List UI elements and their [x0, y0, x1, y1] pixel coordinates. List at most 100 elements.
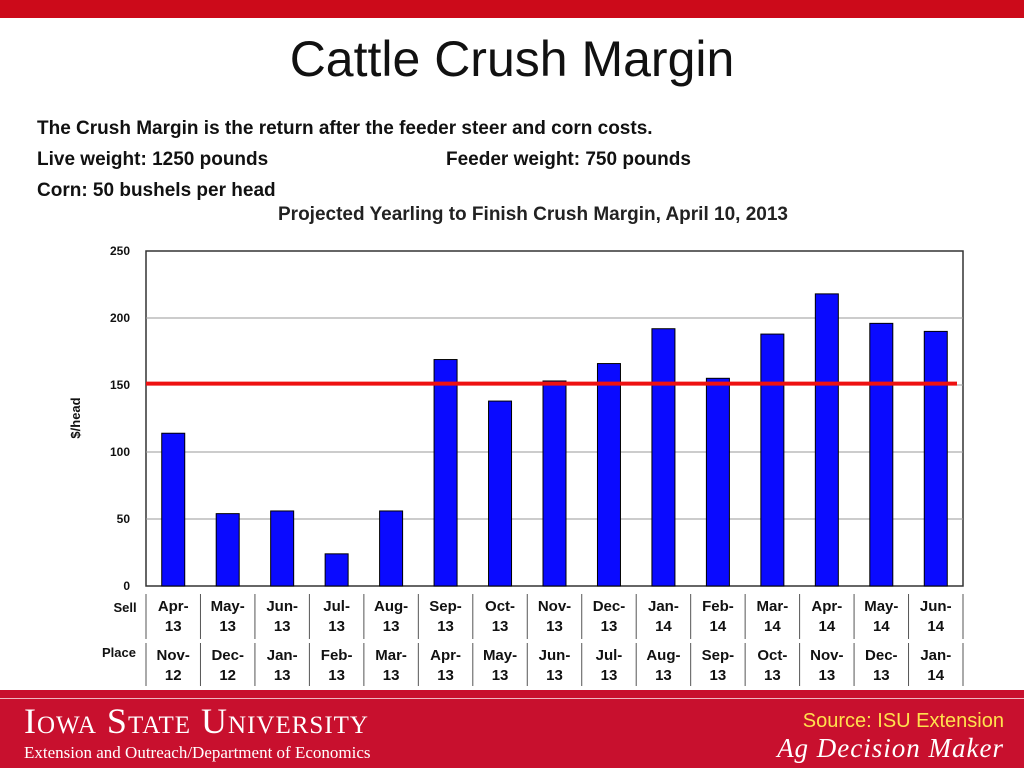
- category-label: Nov-: [810, 647, 843, 664]
- description-corn: Corn: 50 bushels per head: [37, 180, 276, 201]
- category-label: Jun-: [539, 647, 571, 664]
- category-label: Dec-: [865, 647, 898, 664]
- y-tick-label: 150: [110, 378, 130, 392]
- category-label: 13: [873, 667, 890, 684]
- y-tick-labels: 0 50 100 150 200 250: [110, 244, 130, 593]
- bar: [923, 330, 948, 587]
- category-label: 13: [601, 618, 618, 635]
- category-label: May-: [483, 647, 517, 664]
- category-label: 14: [927, 618, 944, 635]
- category-label: 14: [655, 618, 672, 635]
- category-label: Dec-: [593, 598, 626, 615]
- category-label: Feb-: [702, 598, 734, 615]
- department-name: Extension and Outreach/Department of Eco…: [24, 743, 371, 762]
- category-label: Oct-: [757, 647, 787, 664]
- y-tick-label: 100: [110, 445, 130, 459]
- category-label: Aug-: [646, 647, 680, 664]
- bar: [705, 377, 730, 587]
- category-label: 13: [383, 618, 400, 635]
- category-label: Sep-: [429, 598, 462, 615]
- category-label: 13: [328, 667, 345, 684]
- bar: [324, 553, 349, 587]
- y-tick-label: 50: [117, 512, 131, 526]
- bar: [488, 400, 513, 587]
- category-label: Mar-: [757, 598, 789, 615]
- category-label: 13: [219, 618, 236, 635]
- bar: [215, 513, 240, 587]
- category-label: Apr-: [811, 598, 842, 615]
- source-credit: Source: ISU Extension: [802, 710, 1004, 732]
- category-label: 13: [383, 667, 400, 684]
- category-label: 13: [437, 618, 454, 635]
- category-label: Dec-: [211, 647, 244, 664]
- category-label: 13: [165, 618, 182, 635]
- category-label: Jan-: [267, 647, 298, 664]
- bar: [161, 432, 186, 587]
- description-return: The Crush Margin is the return after the…: [37, 118, 653, 139]
- bar: [814, 293, 839, 587]
- y-tick-label: 200: [110, 311, 130, 325]
- category-label: 14: [818, 618, 835, 635]
- category-label: 13: [328, 618, 345, 635]
- category-label: 13: [546, 618, 563, 635]
- category-label: 13: [274, 667, 291, 684]
- category-label: 13: [601, 667, 618, 684]
- category-label: May-: [211, 598, 245, 615]
- category-label: 13: [710, 667, 727, 684]
- description-feeder-weight: Feeder weight: 750 pounds: [446, 149, 691, 170]
- category-label: 13: [764, 667, 781, 684]
- category-label: Jan-: [920, 647, 951, 664]
- bar: [270, 510, 295, 587]
- category-label: Feb-: [321, 647, 353, 664]
- top-accent-bar: [0, 0, 1024, 18]
- bar: [869, 322, 894, 587]
- category-table: Apr- 13 May- 13 Jun- 13 Jul- 13 Aug- 13 Sep- 13 Oct-…: [145, 594, 964, 686]
- y-axis-label: $/head: [68, 397, 83, 438]
- category-label: 14: [710, 618, 727, 635]
- category-label: Apr-: [430, 647, 461, 664]
- footer-divider: [0, 698, 1024, 699]
- bar: [651, 328, 676, 587]
- category-label: 12: [219, 667, 236, 684]
- university-wordmark: Iowa State University: [24, 701, 369, 741]
- category-label: May-: [864, 598, 898, 615]
- category-label: 13: [274, 618, 291, 635]
- category-label: Nov-: [538, 598, 571, 615]
- category-label: Jul-: [596, 647, 623, 664]
- category-label: 12: [165, 667, 182, 684]
- bar: [433, 359, 458, 587]
- category-label: 13: [546, 667, 563, 684]
- category-label: Nov-: [157, 647, 190, 664]
- category-label: 13: [492, 667, 509, 684]
- category-label: Aug-: [374, 598, 408, 615]
- footer-bar: [0, 690, 1024, 768]
- category-label: Sep-: [702, 647, 735, 664]
- category-label: 13: [818, 667, 835, 684]
- program-name: Ag Decision Maker: [777, 733, 1004, 763]
- category-label: 13: [437, 667, 454, 684]
- row-label-place: Place: [102, 645, 136, 660]
- category-label: 14: [873, 618, 890, 635]
- bar: [760, 333, 785, 587]
- category-label: Apr-: [158, 598, 189, 615]
- category-label: Jun-: [920, 598, 952, 615]
- y-tick-label: 250: [110, 244, 130, 258]
- category-label: 14: [764, 618, 781, 635]
- chart-title: Projected Yearling to Finish Crush Margi…: [278, 204, 788, 225]
- bars: [161, 293, 948, 587]
- category-label: Mar-: [375, 647, 407, 664]
- bar: [542, 380, 567, 587]
- category-label: Oct-: [485, 598, 515, 615]
- y-tick-label: 0: [123, 579, 130, 593]
- bar: [379, 510, 404, 587]
- category-label: Jan-: [648, 598, 679, 615]
- category-label: 14: [927, 667, 944, 684]
- bar: [596, 363, 621, 587]
- row-label-sell: Sell: [113, 600, 136, 615]
- category-label: 13: [492, 618, 509, 635]
- slide-title: Cattle Crush Margin: [289, 31, 735, 87]
- category-label: 13: [655, 667, 672, 684]
- description-live-weight: Live weight: 1250 pounds: [37, 149, 269, 170]
- category-label: Jun-: [266, 598, 298, 615]
